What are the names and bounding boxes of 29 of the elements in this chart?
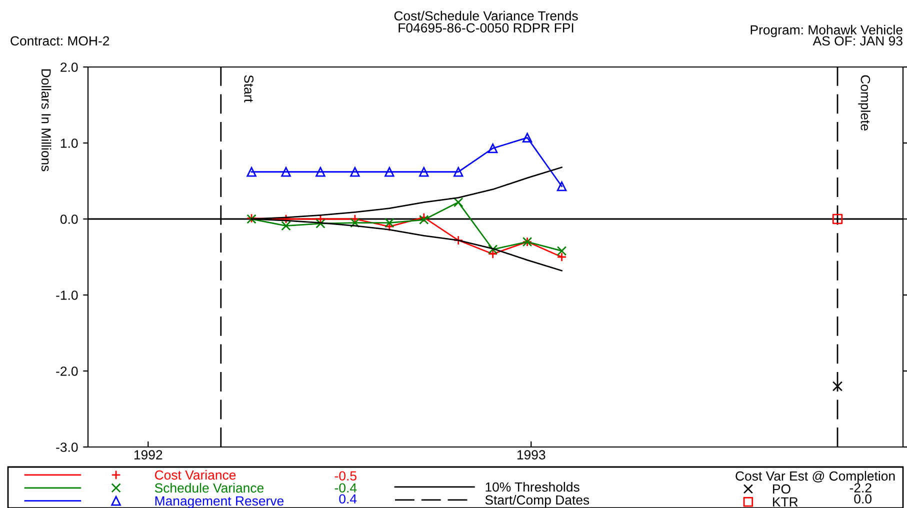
chart-subtitle: F04695-86-C-0050 RDPR FPI <box>398 23 574 33</box>
y-tick-label: 1.0 <box>60 138 78 148</box>
text: Management Reserve <box>155 496 284 508</box>
text: 10% Thresholds <box>486 482 580 492</box>
text: Cost Variance <box>154 470 236 480</box>
legend-label: KTR <box>773 497 798 506</box>
y-tick-label: 0.0 <box>60 214 78 224</box>
y-axis-title: Dollars In Millions <box>41 69 52 172</box>
text: -0.5 <box>334 471 356 481</box>
ref-line-label: Start <box>244 75 254 102</box>
text: 0.4 <box>339 494 357 504</box>
text: 0.0 <box>854 494 872 504</box>
legend-title: Cost Var Est @ Completion <box>736 471 895 484</box>
text: -0.4 <box>334 483 357 493</box>
y-tick-label: -1.0 <box>56 290 78 300</box>
text: Contract: MOH-2 <box>10 36 110 46</box>
ref-line-label: Complete <box>858 75 870 130</box>
text: Start/Comp Dates <box>485 494 590 508</box>
y-tick-label: -3.0 <box>56 442 78 452</box>
text: -2.2 <box>850 483 872 492</box>
x-tick-label: 1992 <box>134 450 162 460</box>
chart-title: Cost/Schedule Variance Trends <box>394 10 578 21</box>
legend-label: PO <box>773 484 790 494</box>
y-tick-label: 2.0 <box>60 62 78 72</box>
text: Schedule Variance <box>154 482 264 493</box>
y-tick-label: -2.0 <box>56 366 78 376</box>
text: AS OF: JAN 93 <box>812 36 902 46</box>
text: Program: Mohawk Vehicle <box>750 24 902 38</box>
x-tick-label: 1993 <box>517 450 546 460</box>
